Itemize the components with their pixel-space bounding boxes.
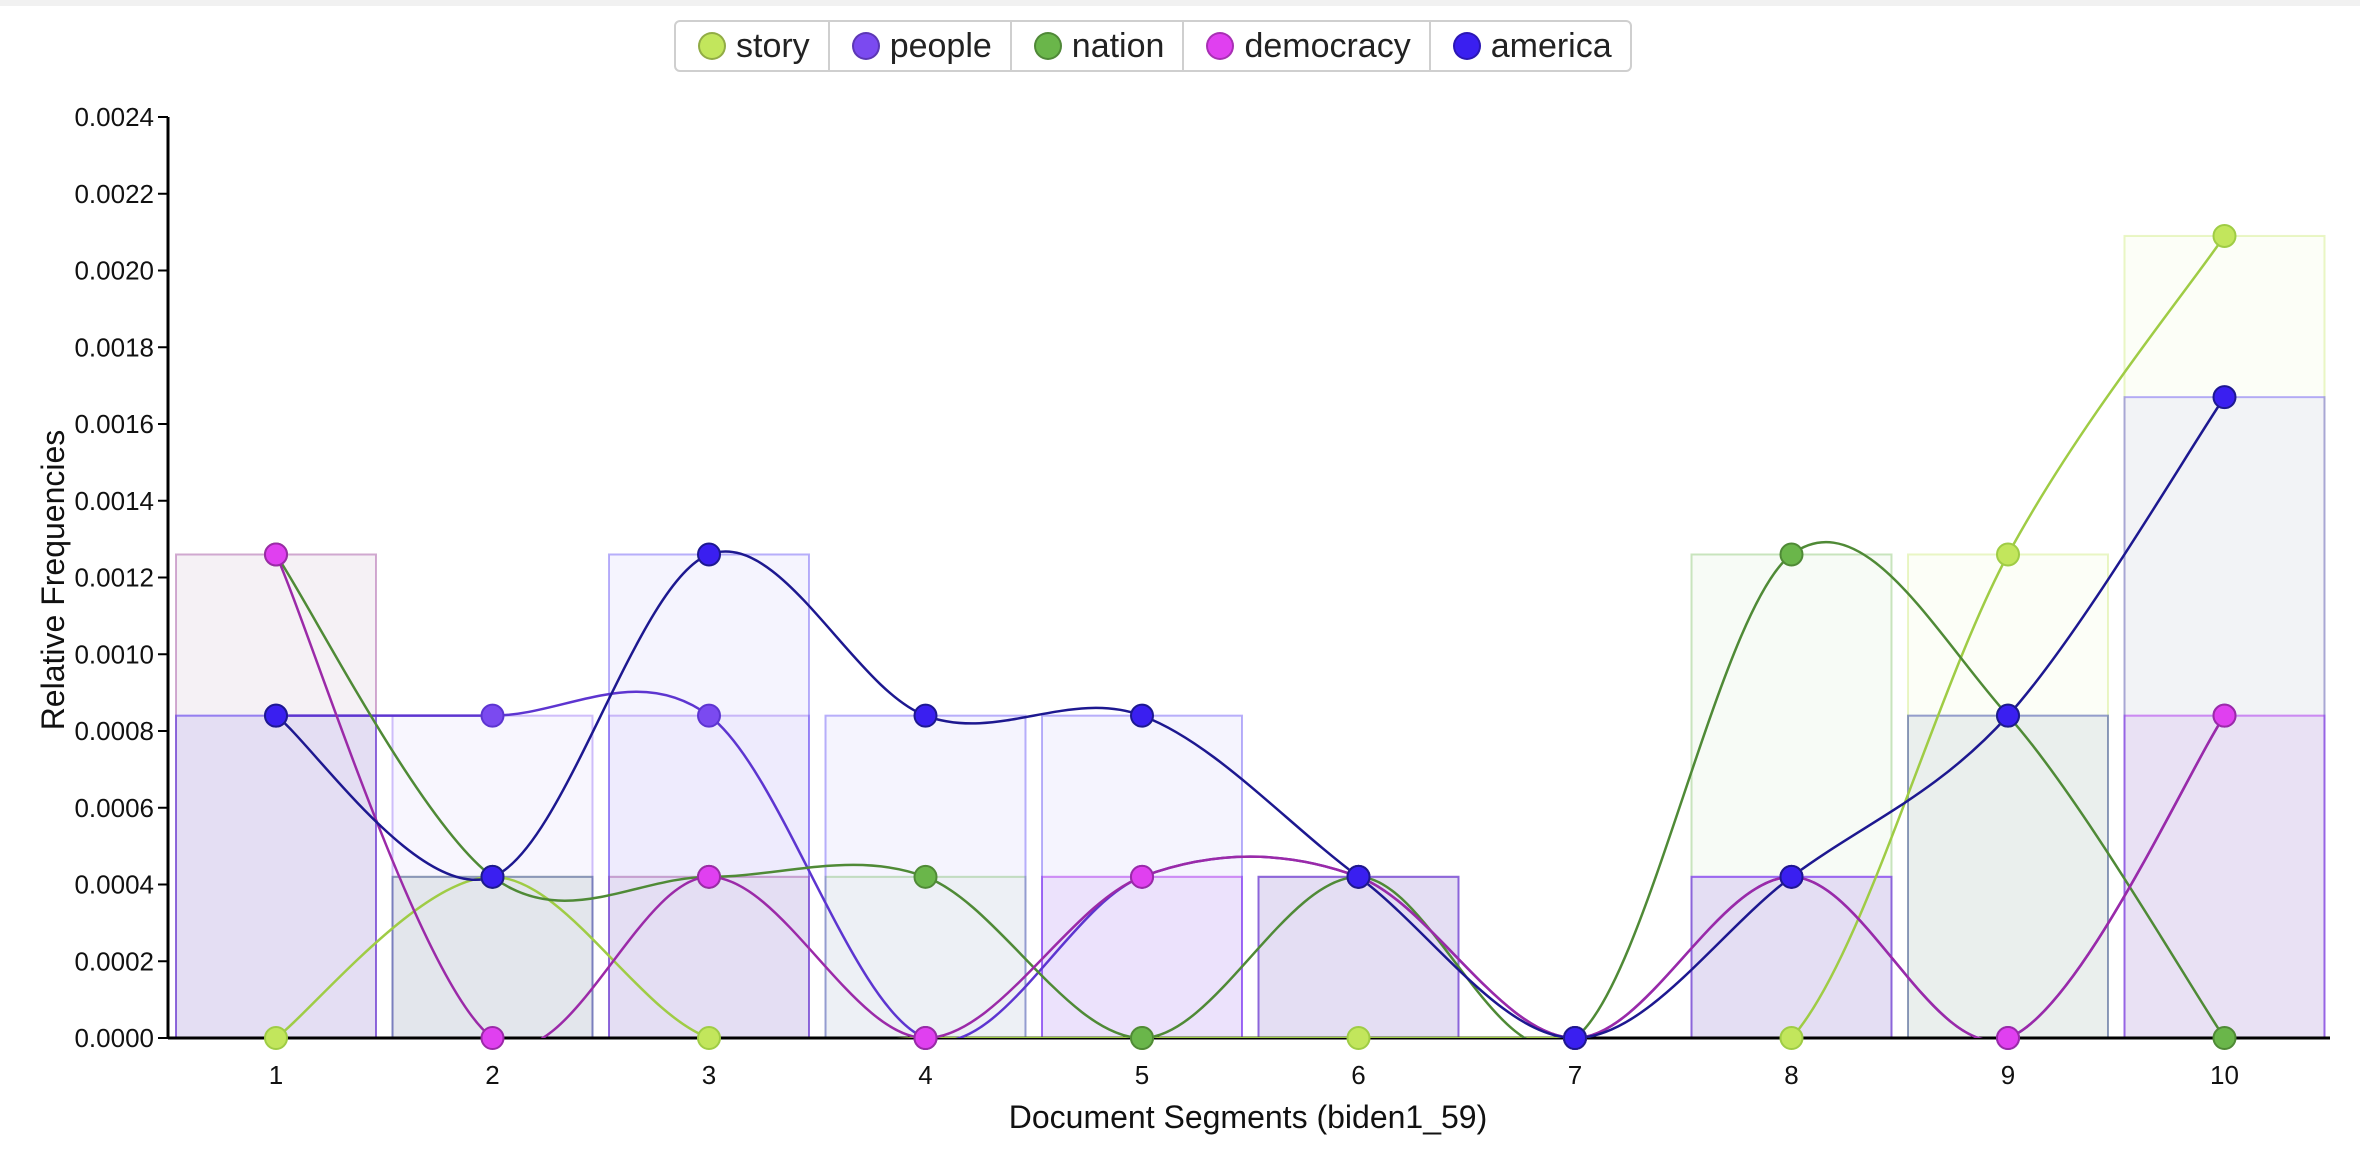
point-america-9[interactable]	[1996, 703, 2020, 728]
point-america-10[interactable]	[2212, 385, 2237, 410]
bars-layer	[175, 234, 2326, 1040]
bar-america-8	[1690, 875, 1893, 1040]
point-story-1[interactable]	[264, 1026, 288, 1050]
x-axis-title: Document Segments (biden1_59)	[1009, 1099, 1488, 1135]
bar-people-10	[2123, 714, 2326, 1040]
bar-america-9	[1907, 714, 2109, 1040]
legend-item-america[interactable]: america	[1431, 22, 1630, 70]
point-america-8[interactable]	[1779, 864, 1804, 889]
x-tick-label: 9	[2001, 1060, 2015, 1090]
x-tick-label: 3	[702, 1060, 716, 1090]
point-people-2[interactable]	[480, 703, 505, 728]
point-america-5[interactable]	[1130, 703, 1154, 728]
bar-story-10	[2123, 234, 2326, 1039]
legend-label: america	[1490, 26, 1612, 65]
y-tick-label: 0.0018	[74, 332, 154, 362]
y-tick-label: 0.0000	[74, 1023, 154, 1053]
y-tick-label: 0.0008	[74, 716, 154, 746]
y-tick-label: 0.0006	[74, 793, 154, 823]
bar-people-8	[1690, 875, 1893, 1040]
series-line-democracy	[274, 553, 2226, 1038]
series-line-nation	[274, 540, 2226, 1038]
x-tick-label: 2	[485, 1060, 499, 1090]
point-story-8[interactable]	[1779, 1026, 1804, 1050]
y-tick-label: 0.0022	[74, 179, 154, 209]
x-tick-label: 7	[1568, 1060, 1582, 1090]
legend: story people nation democracy america	[674, 20, 1632, 72]
point-nation-10[interactable]	[2212, 1026, 2237, 1050]
y-tick-label: 0.0024	[74, 102, 154, 132]
legend-swatch	[851, 32, 880, 60]
points-layer	[264, 223, 2237, 1050]
legend-label: people	[889, 26, 992, 65]
legend-swatch	[1206, 32, 1235, 60]
legend-item-democracy[interactable]: democracy	[1184, 22, 1431, 70]
legend-item-nation[interactable]: nation	[1012, 22, 1185, 70]
bar-nation-9	[1907, 714, 2109, 1040]
y-tick-label: 0.0004	[74, 870, 154, 900]
legend-item-people[interactable]: people	[830, 22, 1012, 70]
y-tick-label: 0.0012	[74, 563, 154, 593]
x-tick-label: 4	[918, 1060, 932, 1090]
bar-nation-8	[1690, 553, 1893, 1039]
x-tick-label: 1	[269, 1060, 283, 1090]
axes-layer: 0.0000 0.0002 0.0004 0.0006 0.0008 0.0010 0.00…	[74, 102, 2330, 1090]
bar-people-5	[1041, 875, 1243, 1040]
point-democracy-3[interactable]	[697, 864, 721, 889]
series-line-story	[275, 235, 2226, 1038]
point-america-1[interactable]	[264, 703, 288, 728]
bar-nation-3	[608, 875, 810, 1040]
bar-democracy-6	[1257, 875, 1460, 1040]
point-america-6[interactable]	[1346, 864, 1371, 889]
point-people-3[interactable]	[697, 703, 721, 728]
legend-label: nation	[1071, 26, 1165, 65]
top-bar	[0, 0, 2360, 6]
point-democracy-10[interactable]	[2212, 703, 2237, 728]
legend-swatch	[1033, 32, 1062, 60]
point-democracy-2[interactable]	[480, 1026, 505, 1050]
x-tick-label: 10	[2210, 1060, 2239, 1090]
bar-nation-1	[175, 553, 377, 1039]
bar-democracy-1	[175, 553, 377, 1039]
x-tick-label: 8	[1784, 1060, 1798, 1090]
x-tick-label: 5	[1135, 1060, 1149, 1090]
y-axis-title: Relative Frequencies	[35, 430, 71, 731]
point-america-2[interactable]	[480, 864, 505, 889]
series-line-america	[275, 396, 2226, 1038]
bar-america-1	[175, 714, 377, 1040]
y-tick-label: 0.0002	[74, 946, 154, 976]
legend-label: democracy	[1244, 26, 1411, 65]
y-tick-label: 0.0010	[74, 639, 154, 669]
point-nation-5[interactable]	[1130, 1026, 1154, 1050]
point-america-7[interactable]	[1563, 1026, 1587, 1050]
point-story-10[interactable]	[2212, 223, 2237, 248]
point-democracy-9[interactable]	[1996, 1026, 2020, 1050]
lines-layer	[274, 235, 2226, 1038]
point-democracy-1[interactable]	[264, 542, 288, 567]
y-tick-label: 0.0020	[74, 256, 154, 286]
legend-swatch	[698, 32, 726, 60]
bar-democracy-3	[608, 875, 810, 1040]
x-tick-label: 6	[1351, 1060, 1365, 1090]
point-democracy-5[interactable]	[1130, 864, 1154, 889]
point-america-4[interactable]	[913, 703, 938, 728]
point-nation-4[interactable]	[913, 864, 938, 889]
point-america-3[interactable]	[697, 542, 721, 567]
legend-label: story	[736, 26, 810, 65]
point-democracy-4[interactable]	[913, 1026, 938, 1050]
point-story-9[interactable]	[1996, 542, 2020, 567]
legend-swatch	[1452, 32, 1481, 60]
point-story-6[interactable]	[1346, 1026, 1371, 1050]
bar-people-1	[175, 714, 377, 1040]
point-story-3[interactable]	[697, 1026, 721, 1050]
point-nation-8[interactable]	[1779, 542, 1804, 567]
y-tick-label: 0.0014	[74, 486, 154, 516]
bar-america-6	[1257, 875, 1460, 1040]
bar-nation-6	[1257, 875, 1460, 1040]
legend-item-story[interactable]: story	[676, 22, 830, 70]
y-tick-label: 0.0016	[74, 409, 154, 439]
bar-america-3	[608, 553, 810, 1039]
